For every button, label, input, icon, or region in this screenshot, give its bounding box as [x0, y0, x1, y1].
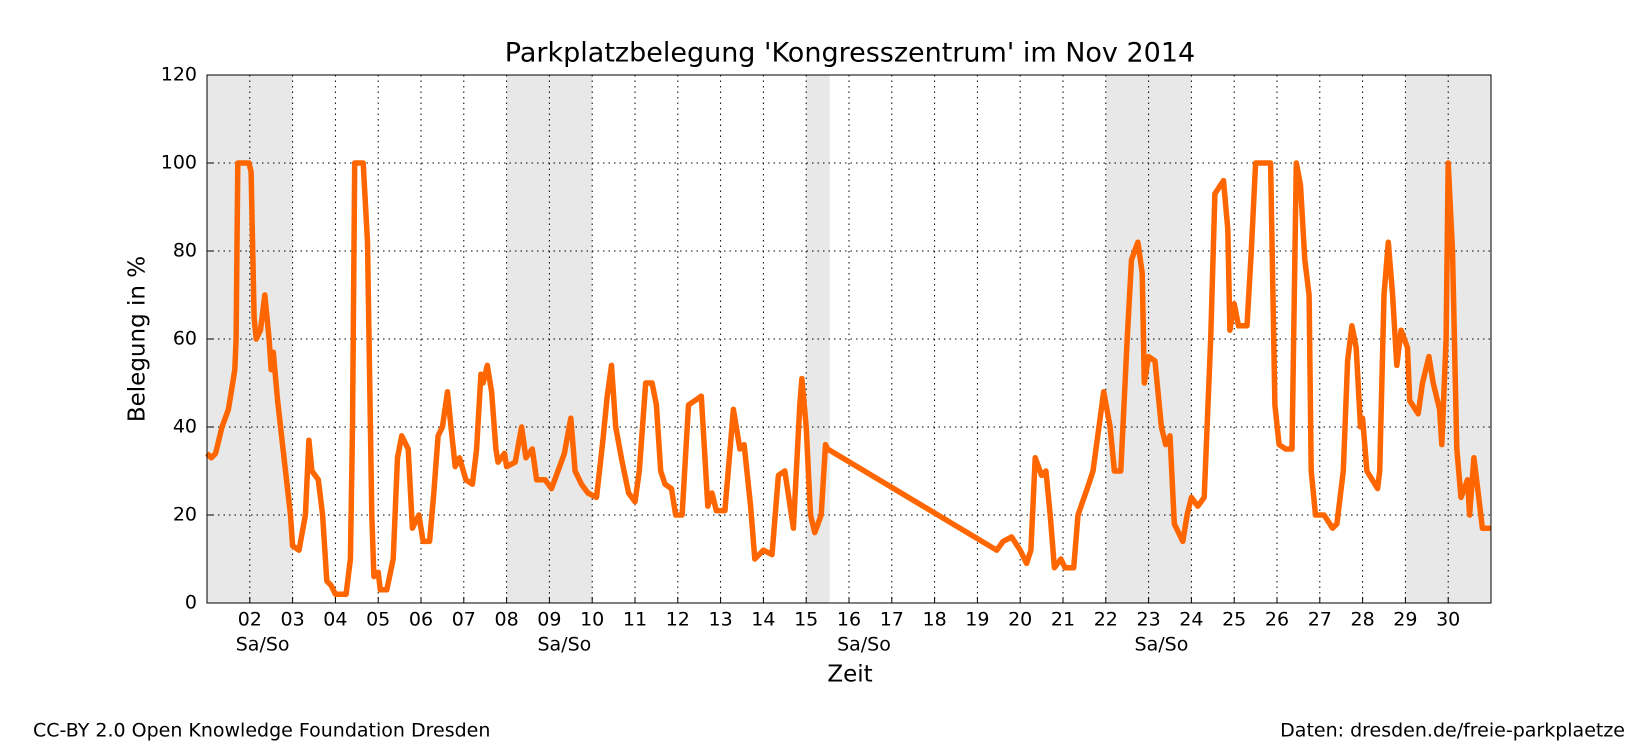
footer-left: CC-BY 2.0 Open Knowledge Foundation Dres…: [33, 720, 490, 742]
y-tick-label: 40: [173, 416, 197, 438]
chart-title: Parkplatzbelegung 'Kongresszentrum' im N…: [505, 38, 1195, 69]
x-tick-label: 17: [880, 609, 904, 631]
x-tick-label: 23: [1137, 609, 1161, 631]
weekend-label: Sa/So: [1135, 634, 1189, 656]
x-tick-label: 11: [623, 609, 647, 631]
x-tick-label: 04: [323, 609, 347, 631]
x-tick-label: 18: [923, 609, 947, 631]
x-tick-label: 29: [1393, 609, 1417, 631]
y-tick-label: 0: [185, 592, 197, 614]
x-tick-label: 30: [1436, 609, 1460, 631]
footer-right: Daten: dresden.de/freie-parkplaetze: [1280, 720, 1625, 742]
x-tick-label: 09: [537, 609, 561, 631]
y-axis-label: Belegung in %: [125, 256, 151, 422]
x-tick-label: 12: [666, 609, 690, 631]
x-tick-label: 28: [1351, 609, 1375, 631]
y-tick-label: 60: [173, 328, 197, 350]
y-tick-label: 120: [161, 64, 197, 86]
x-tick-label: 24: [1179, 609, 1203, 631]
x-tick-label: 22: [1094, 609, 1118, 631]
x-tick-label: 03: [281, 609, 305, 631]
x-tick-label: 16: [837, 609, 861, 631]
x-tick-label: 05: [366, 609, 390, 631]
y-tick-label: 100: [161, 152, 197, 174]
data-line: [205, 160, 1491, 597]
x-tick-label: 19: [965, 609, 989, 631]
weekend-label: Sa/So: [236, 634, 290, 656]
x-tick-label: 08: [495, 609, 519, 631]
plot-frame: [206, 74, 1492, 604]
x-tick-label: 10: [580, 609, 604, 631]
weekend-label: Sa/So: [837, 634, 891, 656]
x-tick-label: 15: [794, 609, 818, 631]
x-tick-label: 27: [1308, 609, 1332, 631]
x-tick-label: 13: [709, 609, 733, 631]
x-tick-label: 26: [1265, 609, 1289, 631]
x-tick-label: 25: [1222, 609, 1246, 631]
x-tick-label: 06: [409, 609, 433, 631]
x-axis-label: Zeit: [827, 662, 872, 688]
x-tick-label: 07: [452, 609, 476, 631]
x-tick-label: 14: [751, 609, 775, 631]
x-tick-label: 20: [1008, 609, 1032, 631]
y-tick-label: 80: [173, 240, 197, 262]
y-tick-label: 20: [173, 504, 197, 526]
x-tick-label: 02: [238, 609, 262, 631]
weekend-label: Sa/So: [537, 634, 591, 656]
x-tick-label: 21: [1051, 609, 1075, 631]
